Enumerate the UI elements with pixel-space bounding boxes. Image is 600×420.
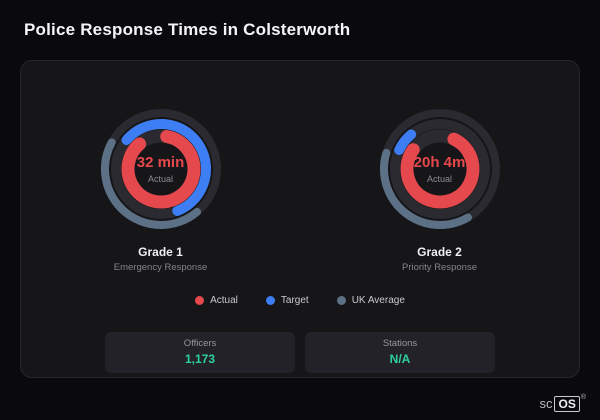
gauges-row: 32 min Actual Grade 1 Emergency Response… (21, 101, 579, 273)
legend-dot-uk-average-icon (336, 296, 346, 305)
gauge-grade-2-center: 20h 4m Actual (372, 101, 508, 237)
gauge-center-label: Actual (426, 174, 452, 184)
gauge-title: Grade 1 (138, 245, 183, 259)
registered-mark-icon: ® (580, 394, 586, 401)
stat-label: Officers (183, 338, 217, 349)
legend-label: Target (280, 295, 309, 306)
stat-label: Stations (382, 338, 418, 349)
gauge-grade-2: 20h 4m Actual Grade 2 Priority Response (300, 101, 579, 273)
legend-dot-target-icon (265, 296, 275, 305)
gauge-grade-1-center: 32 min Actual (93, 101, 229, 237)
watermark-boxed: OS (554, 396, 580, 412)
stat-value: N/A (389, 352, 411, 366)
stat-value: 1,173 (184, 352, 216, 366)
gauge-title: Grade 2 (417, 245, 462, 259)
legend-item-actual[interactable]: Actual (195, 295, 238, 306)
legend-item-target[interactable]: Target (265, 295, 309, 306)
legend-label: UK Average (351, 295, 405, 306)
gauge-grade-1: 32 min Actual Grade 1 Emergency Response (21, 101, 300, 273)
stats-row: Officers 1,173 Stations N/A (105, 332, 495, 373)
gauge-grade-1-rings-icon (100, 109, 221, 229)
gauge-subtitle: Emergency Response (113, 262, 208, 273)
legend-item-uk-average[interactable]: UK Average (336, 295, 405, 306)
page-title: Police Response Times in Colsterworth (24, 20, 351, 39)
gauge-center-value: 20h 4m (413, 154, 466, 171)
legend: Actual Target UK Average (21, 295, 579, 306)
gauge-grade-2-rings-icon (379, 109, 500, 229)
gauge-grade-1-chart: 32 min Actual (93, 101, 229, 237)
gauge-subtitle: Priority Response (402, 262, 477, 273)
gauge-grade-2-chart: 20h 4m Actual (372, 101, 508, 237)
scos-watermark-logo: sc OS ® (539, 394, 586, 412)
gauge-center-label: Actual (147, 174, 173, 184)
dashboard-card: 32 min Actual Grade 1 Emergency Response… (20, 60, 580, 378)
stat-officers: Officers 1,173 (105, 332, 295, 373)
watermark-prefix: sc (539, 396, 553, 411)
legend-dot-actual-icon (195, 296, 205, 305)
stat-stations: Stations N/A (305, 332, 495, 373)
gauge-center-value: 32 min (136, 154, 185, 171)
legend-label: Actual (210, 295, 238, 306)
